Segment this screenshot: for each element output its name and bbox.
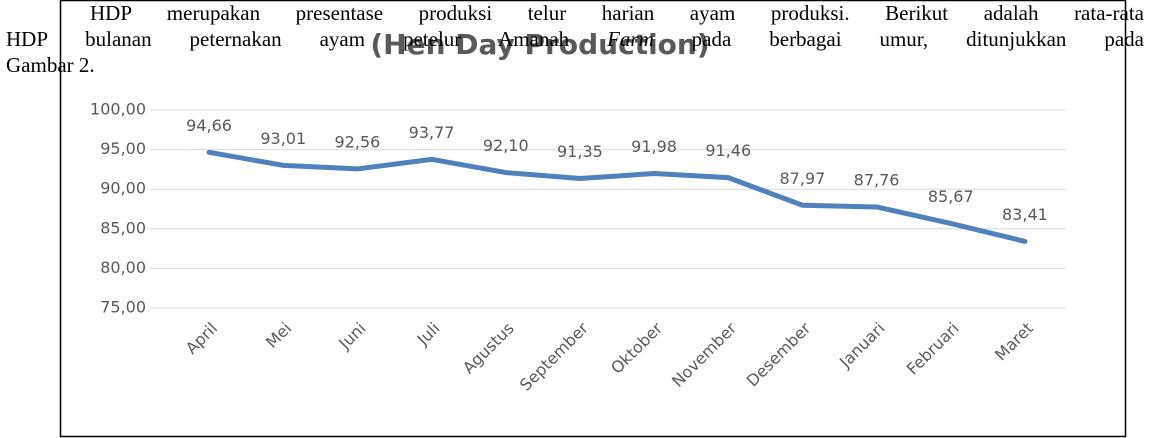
x-tick-label: Juli	[413, 319, 444, 350]
x-tick-label: Januari	[835, 319, 888, 372]
x-tick-label: Maret	[991, 319, 1037, 365]
text: pada berbagai umur, ditunjukkan pada	[653, 27, 1144, 51]
data-label: 93,77	[409, 123, 455, 142]
data-label: 94,66	[186, 116, 232, 135]
x-tick-label: Desember	[743, 318, 815, 390]
line-series	[206, 149, 1028, 244]
data-label: 87,97	[780, 169, 826, 188]
italic-text: Farm	[607, 27, 654, 51]
y-tick-label: 85,00	[100, 218, 146, 237]
paragraph-line: HDP merupakan presentase produksi telur …	[90, 1, 1144, 25]
data-label: 91,98	[631, 137, 677, 156]
x-tick-label: Agustus	[459, 319, 518, 378]
chart-title: (Hen Day Production)	[370, 28, 709, 61]
paragraph-line: HDP bulanan peternakan ayam petelur Aman…	[6, 26, 1144, 52]
paragraph-line: Gambar 2.	[6, 53, 95, 77]
paragraph: HDP merupakan presentase produksi telur …	[6, 0, 1144, 78]
x-tick-label: September	[516, 318, 592, 394]
chart-frame	[59, 0, 1127, 438]
x-tick-label: November	[668, 318, 741, 391]
y-tick-label: 90,00	[100, 179, 146, 198]
data-label: 93,01	[260, 129, 306, 148]
text: HDP bulanan peternakan ayam petelur Aman…	[6, 27, 608, 51]
x-tick-label: Februari	[903, 319, 963, 379]
y-tick-label: 100,00	[90, 100, 146, 119]
data-label: 91,35	[557, 142, 603, 161]
x-tick-label: Juni	[334, 319, 369, 354]
data-label: 85,67	[928, 187, 974, 206]
y-tick-label: 95,00	[100, 139, 146, 158]
x-tick-label: April	[182, 319, 221, 358]
data-label: 87,76	[854, 170, 900, 189]
y-tick-label: 75,00	[100, 298, 146, 317]
data-label: 91,46	[705, 141, 751, 160]
y-tick-label: 80,00	[100, 258, 146, 277]
data-label: 92,56	[335, 132, 381, 151]
data-label: 83,41	[1002, 205, 1048, 224]
x-tick-label: Mei	[262, 319, 295, 352]
x-tick-label: Oktober	[607, 318, 666, 377]
data-label: 92,10	[483, 136, 529, 155]
